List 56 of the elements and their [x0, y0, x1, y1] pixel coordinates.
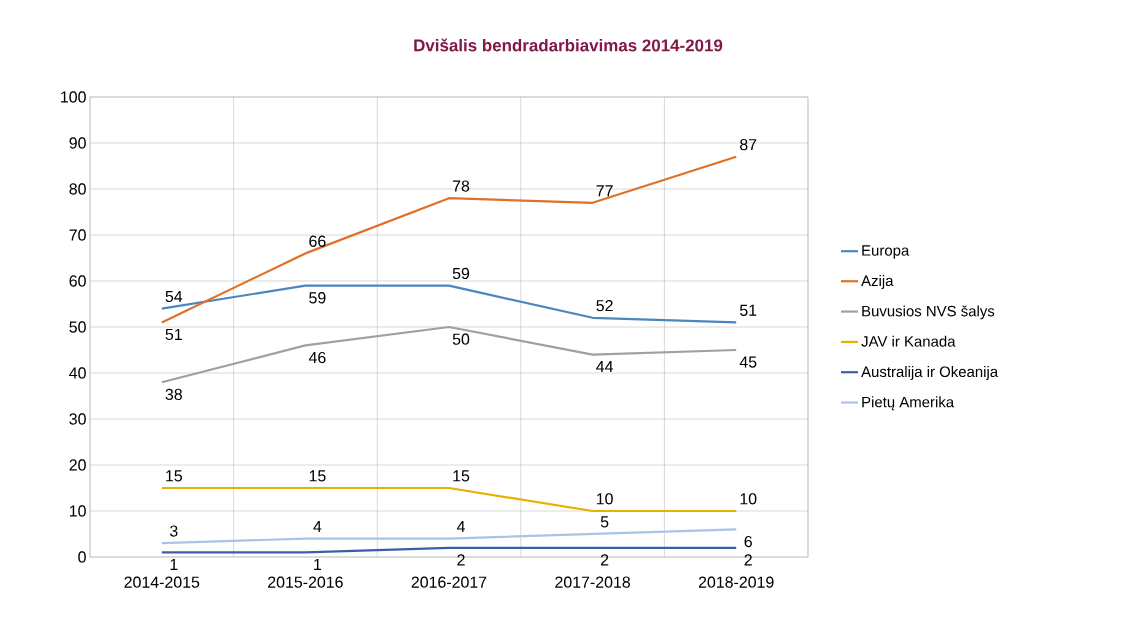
y-tick-label: 40: [69, 367, 86, 379]
data-label: 4: [313, 521, 322, 533]
data-label: 44: [596, 361, 613, 373]
data-label: 59: [452, 267, 470, 280]
legend-label: Pietų Amerika: [862, 396, 955, 411]
y-tick-label: 50: [69, 321, 86, 333]
data-label: 15: [453, 470, 470, 482]
data-label: 2: [600, 554, 609, 566]
data-label: 3: [169, 525, 178, 537]
data-label: 15: [166, 470, 182, 482]
data-label: 50: [452, 333, 470, 345]
y-tick-label: 10: [69, 505, 86, 517]
x-tick-label: 2016-2017: [411, 576, 487, 588]
y-tick-label: 90: [69, 137, 86, 149]
y-tick-label: 20: [69, 459, 86, 471]
data-label: 2: [457, 554, 465, 566]
data-label: 78: [452, 180, 470, 192]
y-tick-label: 80: [69, 183, 86, 195]
y-tick-label: 30: [69, 413, 86, 425]
data-label: 46: [308, 351, 326, 364]
y-tick-label: 0: [78, 551, 86, 563]
y-tick-label: 70: [69, 229, 86, 241]
data-label: 54: [165, 290, 183, 303]
x-tick-label: 2018-2019: [698, 576, 774, 588]
legend-label: Europa: [862, 245, 910, 259]
data-label: 45: [739, 356, 757, 368]
data-label: 87: [740, 138, 757, 151]
x-tick-label: 2014-2015: [124, 576, 200, 588]
data-label: 59: [309, 292, 326, 304]
line-series: [160, 325, 738, 384]
x-tick-label: 2017-2018: [555, 576, 631, 588]
data-label: 51: [739, 304, 757, 316]
legend-label: Azija: [861, 275, 894, 289]
data-label: 66: [309, 235, 326, 247]
data-label: 51: [165, 328, 182, 341]
y-tick-label: 100: [61, 91, 86, 103]
data-label: 38: [165, 388, 182, 400]
line-series: [160, 284, 738, 324]
data-label: 52: [596, 300, 613, 312]
legend-label: Buvusios NVS šalys: [862, 305, 995, 320]
x-tick-label: 2015-2016: [268, 576, 343, 588]
data-label: 6: [744, 535, 752, 548]
data-label: 1: [314, 558, 322, 570]
legend-label: Australija ir Okeanija: [861, 366, 999, 380]
data-label: 10: [596, 493, 613, 505]
data-label: 15: [309, 470, 326, 482]
y-tick-label: 60: [69, 275, 86, 287]
data-label: 77: [596, 185, 613, 197]
data-label: 10: [740, 493, 757, 505]
legend-label: JAV ir Kanada: [861, 335, 956, 347]
data-label: 5: [600, 516, 609, 528]
data-label: 4: [456, 521, 465, 533]
data-label: 2: [744, 554, 752, 566]
line-series: [160, 155, 738, 324]
data-label: 1: [170, 558, 178, 570]
chart-title: Dvišalis bendradarbiavimas 2014-2019: [414, 38, 723, 52]
